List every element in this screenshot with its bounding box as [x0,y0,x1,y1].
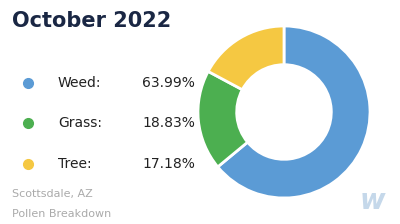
Text: Grass:: Grass: [58,116,102,130]
Text: 63.99%: 63.99% [142,76,195,90]
Text: October 2022: October 2022 [12,11,171,31]
Text: 18.83%: 18.83% [142,116,195,130]
Text: Pollen Breakdown: Pollen Breakdown [12,209,111,220]
Wedge shape [218,26,370,198]
Text: Tree:: Tree: [58,157,92,170]
Wedge shape [198,71,248,167]
Text: w: w [360,187,386,215]
Text: Scottsdale, AZ: Scottsdale, AZ [12,189,93,199]
Text: 17.18%: 17.18% [142,157,195,170]
Wedge shape [208,26,284,90]
Text: Weed:: Weed: [58,76,102,90]
